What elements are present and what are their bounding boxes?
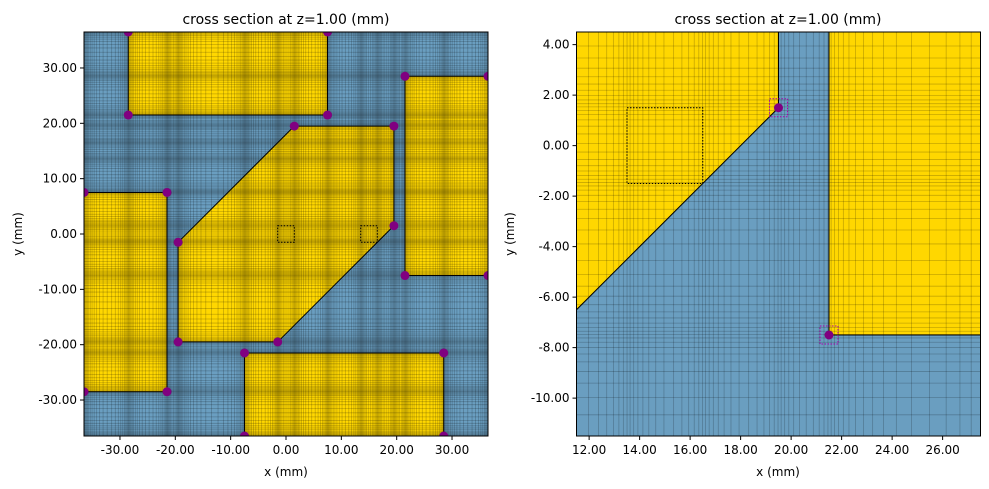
vertex-point — [123, 32, 133, 37]
vertex-point — [389, 221, 399, 231]
vertex-point — [439, 431, 449, 436]
x-tick-label: 24.00 — [875, 443, 909, 457]
vertex-point — [323, 110, 333, 120]
monitor-box — [360, 225, 378, 243]
vertex-box — [769, 98, 788, 118]
vertex-point — [323, 32, 333, 37]
left-cross-section-axes: cross section at z=1.00 (mm) x (mm) y (m… — [11, 12, 489, 479]
y-tick-label: -4.00 — [538, 240, 569, 254]
vertex-point — [273, 337, 283, 347]
mesh-grid — [576, 32, 981, 436]
y-tick-label: -30.00 — [38, 393, 77, 407]
x-tick-label: 10.00 — [324, 443, 358, 457]
y-tick-label: -10.00 — [531, 391, 570, 405]
x-tick-label: 12.00 — [572, 443, 606, 457]
vertex-point — [389, 121, 399, 131]
right-ylabel: y (mm) — [503, 212, 517, 256]
y-tick-label: 4.00 — [543, 38, 570, 52]
x-tick-label: 30.00 — [435, 443, 469, 457]
left-ylabel: y (mm) — [11, 212, 25, 256]
vertex-point — [289, 121, 299, 131]
plot-area — [576, 32, 981, 436]
mesh-grid — [84, 32, 488, 436]
y-tick-label: 2.00 — [543, 88, 570, 102]
monitor-box — [277, 225, 295, 243]
axes-frame — [576, 31, 981, 437]
y-tick-label: 10.00 — [43, 172, 77, 186]
vertex-point — [774, 103, 783, 113]
right-cross-section-axes: cross section at z=1.00 (mm) x (mm) y (m… — [503, 12, 981, 479]
structure-polygon — [404, 75, 488, 277]
x-tick-label: 0.00 — [273, 443, 300, 457]
x-tick-label: -30.00 — [101, 443, 140, 457]
structure-polygon — [828, 32, 981, 336]
y-tick-label: 0.00 — [50, 227, 77, 241]
vertex-point — [824, 330, 834, 340]
vertex-point — [483, 271, 488, 281]
y-tick-label: 30.00 — [43, 61, 77, 75]
right-title: cross section at z=1.00 (mm) — [674, 12, 881, 28]
vertex-point — [162, 187, 172, 197]
x-tick-label: -10.00 — [211, 443, 250, 457]
vertex-point — [400, 271, 410, 281]
right-xlabel: x (mm) — [756, 465, 800, 479]
y-tick-label: -6.00 — [538, 290, 569, 304]
left-xlabel: x (mm) — [264, 465, 308, 479]
vertex-point — [162, 387, 172, 397]
vertex-point — [123, 110, 133, 120]
x-tick-label: 20.00 — [380, 443, 414, 457]
vertex-point — [239, 348, 249, 358]
y-tick-label: -2.00 — [538, 189, 569, 203]
x-tick-label: 22.00 — [824, 443, 858, 457]
y-tick-label: -10.00 — [38, 282, 77, 296]
vertex-point — [483, 71, 488, 81]
vertex-point — [239, 431, 249, 436]
y-tick-label: 0.00 — [543, 139, 570, 153]
plot-area — [84, 32, 488, 436]
x-tick-label: 16.00 — [673, 443, 707, 457]
x-tick-label: 26.00 — [925, 443, 959, 457]
y-tick-label: -20.00 — [38, 338, 77, 352]
x-tick-label: 14.00 — [622, 443, 656, 457]
vertex-point — [173, 237, 183, 247]
vertex-point — [84, 187, 89, 197]
left-title: cross section at z=1.00 (mm) — [182, 12, 389, 28]
vertex-box — [819, 325, 839, 345]
vertex-point — [400, 71, 410, 81]
y-tick-label: -8.00 — [538, 341, 569, 355]
x-tick-label: -20.00 — [156, 443, 195, 457]
vertex-point — [84, 387, 89, 397]
monitor-box — [626, 107, 704, 184]
y-tick-label: 20.00 — [43, 116, 77, 130]
vertex-point — [439, 348, 449, 358]
x-tick-label: 18.00 — [723, 443, 757, 457]
x-tick-label: 20.00 — [774, 443, 808, 457]
vertex-point — [173, 337, 183, 347]
structure-polygon — [127, 32, 329, 116]
